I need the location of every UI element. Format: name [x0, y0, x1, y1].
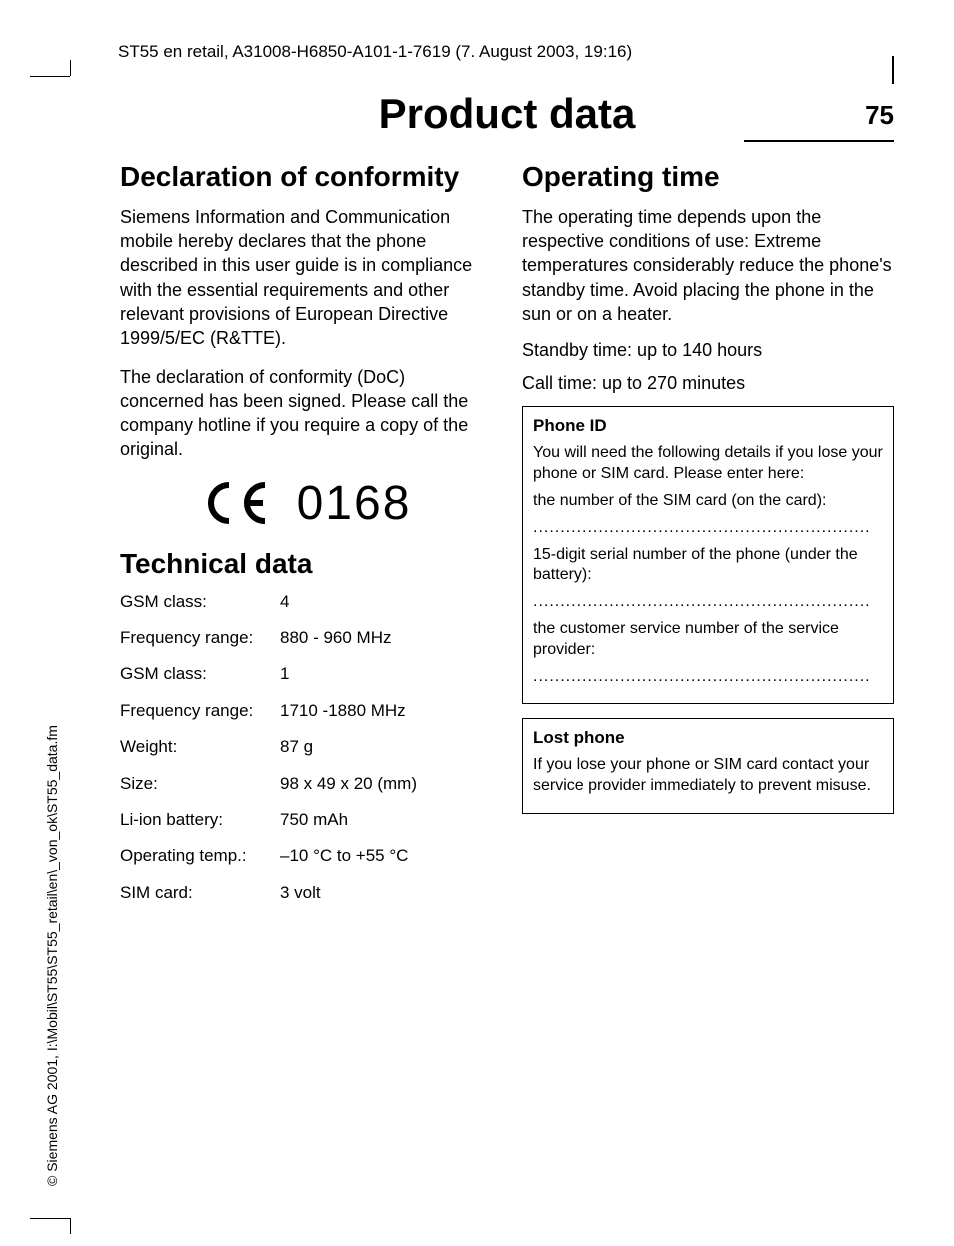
conformity-paragraph-2: The declaration of conformity (DoC) conc…: [120, 365, 492, 462]
tech-row: Operating temp.: –10 °C to +55 °C: [120, 846, 492, 866]
technical-data-table: GSM class: 4 Frequency range: 880 - 960 …: [120, 592, 492, 904]
lost-phone-text: If you lose your phone or SIM card conta…: [533, 755, 883, 797]
tech-row: Weight: 87 g: [120, 737, 492, 757]
dotted-line: ........................................…: [533, 667, 883, 688]
tech-label: Operating temp.:: [120, 846, 280, 866]
technical-data-heading: Technical data: [120, 549, 492, 580]
conformity-heading: Declaration of conformity: [120, 162, 492, 193]
ce-number: 0168: [297, 476, 412, 531]
call-time: Call time: up to 270 minutes: [522, 373, 894, 394]
operating-time-paragraph: The operating time depends upon the resp…: [522, 205, 894, 326]
tech-value: 1710 -1880 MHz: [280, 701, 406, 721]
right-column: Operating time The operating time depend…: [522, 162, 894, 919]
tech-row: Size: 98 x 49 x 20 (mm): [120, 774, 492, 794]
tech-value: 1: [280, 664, 289, 684]
tech-label: Li-ion battery:: [120, 810, 280, 830]
phone-id-line-serial: 15-digit serial number of the phone (und…: [533, 545, 883, 587]
tech-label: GSM class:: [120, 664, 280, 684]
tech-row: Frequency range: 880 - 960 MHz: [120, 628, 492, 648]
tech-row: Frequency range: 1710 -1880 MHz: [120, 701, 492, 721]
left-column: Declaration of conformity Siemens Inform…: [120, 162, 492, 919]
tech-label: GSM class:: [120, 592, 280, 612]
dotted-line: ........................................…: [533, 592, 883, 613]
tech-label: Frequency range:: [120, 628, 280, 648]
page-number: 75: [865, 100, 894, 131]
tech-value: 87 g: [280, 737, 313, 757]
tech-value: 4: [280, 592, 289, 612]
tech-row: GSM class: 1: [120, 664, 492, 684]
vertical-copyright: © Siemens AG 2001, I:\Mobil\ST55\ST55_re…: [44, 725, 60, 1186]
conformity-paragraph-1: Siemens Information and Communication mo…: [120, 205, 492, 351]
lost-phone-box: Lost phone If you lose your phone or SIM…: [522, 718, 894, 814]
tech-label: Weight:: [120, 737, 280, 757]
phone-id-intro: You will need the following details if y…: [533, 443, 883, 485]
standby-time: Standby time: up to 140 hours: [522, 340, 894, 361]
tech-row: SIM card: 3 volt: [120, 883, 492, 903]
phone-id-title: Phone ID: [533, 415, 883, 437]
lost-phone-title: Lost phone: [533, 727, 883, 749]
tech-value: –10 °C to +55 °C: [280, 846, 408, 866]
ce-icon: [201, 479, 273, 527]
tech-row: GSM class: 4: [120, 592, 492, 612]
tech-value: 750 mAh: [280, 810, 348, 830]
tech-row: Li-ion battery: 750 mAh: [120, 810, 492, 830]
ce-mark: 0168: [120, 476, 492, 531]
dotted-line: ........................................…: [533, 518, 883, 539]
tech-label: SIM card:: [120, 883, 280, 903]
tech-label: Size:: [120, 774, 280, 794]
page-content: Product data 75 Declaration of conformit…: [120, 90, 894, 1216]
header-line: ST55 en retail, A31008-H6850-A101-1-7619…: [118, 42, 632, 62]
tech-label: Frequency range:: [120, 701, 280, 721]
tech-value: 880 - 960 MHz: [280, 628, 392, 648]
operating-time-heading: Operating time: [522, 162, 894, 193]
phone-id-line-service: the customer service number of the servi…: [533, 619, 883, 661]
phone-id-box: Phone ID You will need the following det…: [522, 406, 894, 704]
phone-id-line-sim: the number of the SIM card (on the card)…: [533, 491, 883, 512]
page-title: Product data: [120, 90, 894, 138]
tech-value: 3 volt: [280, 883, 321, 903]
tech-value: 98 x 49 x 20 (mm): [280, 774, 417, 794]
